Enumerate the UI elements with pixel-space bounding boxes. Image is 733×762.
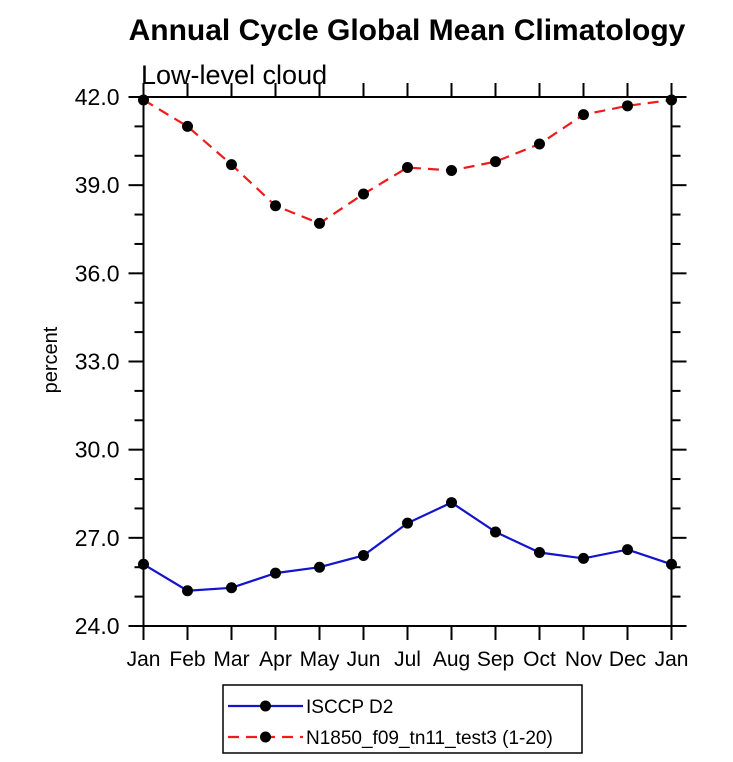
x-tick-label: Aug [433,648,470,671]
x-tick-label: Dec [609,648,646,671]
x-tick-label: Apr [259,648,292,671]
plot-frame [142,96,673,627]
data-point-marker [446,164,457,176]
legend-box [222,684,583,754]
chart-subtitle: Low-level cloud [141,60,327,90]
x-tick-label: Jul [394,648,421,671]
data-point-marker [182,585,193,597]
data-point-marker [182,120,193,132]
data-point-marker [622,100,633,112]
data-point-marker [314,217,325,229]
legend-marker [260,731,271,743]
series-line-dashed [142,98,672,225]
data-point-marker [358,188,369,200]
data-point-marker [314,561,325,573]
y-tick-label: 30.0 [75,437,120,463]
data-point-marker [534,547,545,559]
data-point-marker [578,552,589,564]
x-tick-label: Jun [347,648,381,671]
legend-marker [260,700,271,712]
x-tick-label: May [300,648,340,671]
x-tick-label: Mar [213,648,249,671]
data-point-marker [226,159,237,171]
legend-label: ISCCP D2 [306,697,393,718]
y-tick-label: 24.0 [75,613,120,639]
x-tick-label: Sep [477,648,514,671]
legend-label: N1850_f09_tn11_test3 (1-20) [306,728,553,749]
data-point-marker [402,517,413,529]
data-series [138,94,677,597]
legend: ISCCP D2 N1850_f09_tn11_test3 (1-20) [222,684,583,754]
x-tick-label: Feb [169,648,205,671]
data-point-marker [226,582,237,594]
chart-title: Annual Cycle Global Mean Climatology [129,14,686,47]
x-tick-label: Jan [127,648,161,671]
data-point-marker [534,138,545,150]
y-tick-label: 36.0 [75,260,120,286]
data-point-marker [578,109,589,121]
y-tick-label: 42.0 [75,84,120,110]
data-point-marker [622,544,633,556]
data-point-marker [490,156,501,168]
y-axis-label: percent [40,326,62,393]
x-tick-label: Nov [565,648,603,671]
data-point-marker [358,549,369,561]
data-point-marker [446,497,457,509]
data-point-marker [270,200,281,212]
x-tick-label: Oct [523,648,556,671]
data-point-marker [402,162,413,174]
x-tick-label: Jan [655,648,689,671]
y-tick-label: 39.0 [75,172,120,198]
y-tick-label: 33.0 [75,349,120,375]
data-point-marker [270,567,281,579]
series-line-solid [142,501,672,592]
y-tick-label: 27.0 [75,525,120,551]
data-point-marker [490,526,501,538]
axis-tick-labels: 24.0 27.0 30.0 33.0 36.0 39.0 42.0 Jan Feb Mar Apr… [75,84,689,671]
